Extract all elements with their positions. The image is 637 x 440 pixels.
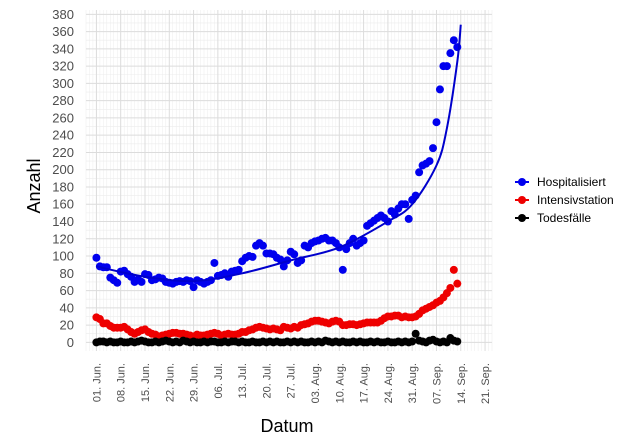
x-tick-label: 22. Jun. (164, 363, 176, 402)
point-hospitalisiert (342, 245, 351, 254)
point-hospitalisiert (404, 214, 413, 223)
y-tick-label: 100 (52, 249, 74, 264)
y-tick-label: 320 (52, 59, 74, 74)
point-hospitalisiert (210, 258, 219, 267)
x-tick-label: 08. Jun. (116, 363, 128, 402)
grid-minor (85, 10, 493, 351)
point-hospitalisiert (449, 36, 458, 45)
y-tick-label: 340 (52, 41, 74, 56)
y-tick-label: 80 (60, 266, 74, 281)
y-tick-label: 300 (52, 76, 74, 91)
point-intensivstation (453, 279, 462, 288)
y-tick-label: 120 (52, 231, 74, 246)
legend-label: Hospitalisiert (537, 175, 606, 189)
legend-key-point (518, 196, 526, 204)
y-tick-label: 20 (60, 318, 74, 333)
point-todesfälle (408, 337, 417, 346)
y-tick-label: 180 (52, 179, 74, 194)
point-hospitalisiert (279, 262, 288, 271)
point-intensivstation (449, 265, 458, 274)
legend-label: Intensivstation (537, 193, 614, 207)
point-hospitalisiert (401, 200, 410, 209)
x-tick-label: 15. Jun. (140, 363, 152, 402)
grid-major (86, 10, 492, 351)
point-hospitalisiert (338, 265, 347, 274)
point-hospitalisiert (432, 118, 441, 127)
x-tick-label: 14. Sep. (456, 363, 468, 404)
x-axis-ticks: 01. Jun. 08. Jun. 15. Jun. 22. Jun. 29. Jun.… (91, 363, 492, 404)
y-tick-label: 140 (52, 214, 74, 229)
point-hospitalisiert (113, 278, 122, 287)
data-points (92, 36, 462, 347)
legend-key-point (518, 214, 526, 222)
y-tick-label: 240 (52, 128, 74, 143)
point-hospitalisiert (435, 85, 444, 94)
point-hospitalisiert (442, 62, 451, 71)
x-tick-label: 20. Jul. (261, 363, 273, 398)
legend-label: Todesfälle (537, 211, 591, 225)
y-tick-label: 360 (52, 24, 74, 39)
x-tick-label: 06. Jul. (213, 363, 225, 398)
x-tick-label: 10. Aug. (334, 363, 346, 403)
y-tick-label: 280 (52, 93, 74, 108)
y-tick-label: 0 (67, 335, 74, 350)
y-tick-label: 380 (52, 7, 74, 22)
x-tick-label: 27. Jul. (286, 363, 298, 398)
point-hospitalisiert (415, 168, 424, 177)
legend-key-point (518, 178, 526, 186)
x-tick-label: 17. Aug. (359, 363, 371, 403)
x-tick-label: 13. Jul. (237, 363, 249, 398)
point-todesfälle (453, 337, 462, 346)
point-hospitalisiert (137, 277, 146, 286)
x-axis-title: Datum (260, 416, 313, 436)
point-hospitalisiert (429, 144, 438, 153)
x-tick-label: 21. Sep. (480, 363, 492, 404)
x-tick-label: 07. Sep. (431, 363, 443, 404)
point-hospitalisiert (290, 250, 299, 259)
x-tick-label: 01. Jun. (91, 363, 103, 402)
point-hospitalisiert (258, 241, 267, 250)
hospitalisiert-trend-line (96, 24, 462, 283)
y-tick-label: 60 (60, 283, 74, 298)
point-hospitalisiert (425, 157, 434, 166)
y-tick-label: 220 (52, 145, 74, 160)
x-tick-label: 29. Jun. (189, 363, 201, 402)
point-hospitalisiert (189, 283, 198, 292)
y-tick-label: 200 (52, 162, 74, 177)
x-tick-label: 31. Aug. (407, 363, 419, 403)
point-intensivstation (446, 283, 455, 292)
point-hospitalisiert (359, 236, 368, 245)
point-hospitalisiert (92, 253, 101, 262)
point-hospitalisiert (234, 265, 243, 274)
y-tick-label: 260 (52, 110, 74, 125)
point-hospitalisiert (248, 252, 257, 261)
x-tick-label: 24. Aug. (383, 363, 395, 403)
point-hospitalisiert (446, 49, 455, 58)
point-todesfälle (411, 329, 420, 338)
legend: Hospitalisiert Intensivstation Todesfälle (515, 175, 614, 225)
x-tick-label: 03. Aug. (310, 363, 322, 403)
y-axis-ticks: 0 20 40 60 80 100 120 140 160 180 200 220 240 260 280 3… (52, 7, 74, 350)
y-axis-title: Anzahl (24, 158, 44, 213)
y-tick-label: 40 (60, 300, 74, 315)
point-hospitalisiert (276, 255, 285, 264)
y-tick-label: 160 (52, 197, 74, 212)
